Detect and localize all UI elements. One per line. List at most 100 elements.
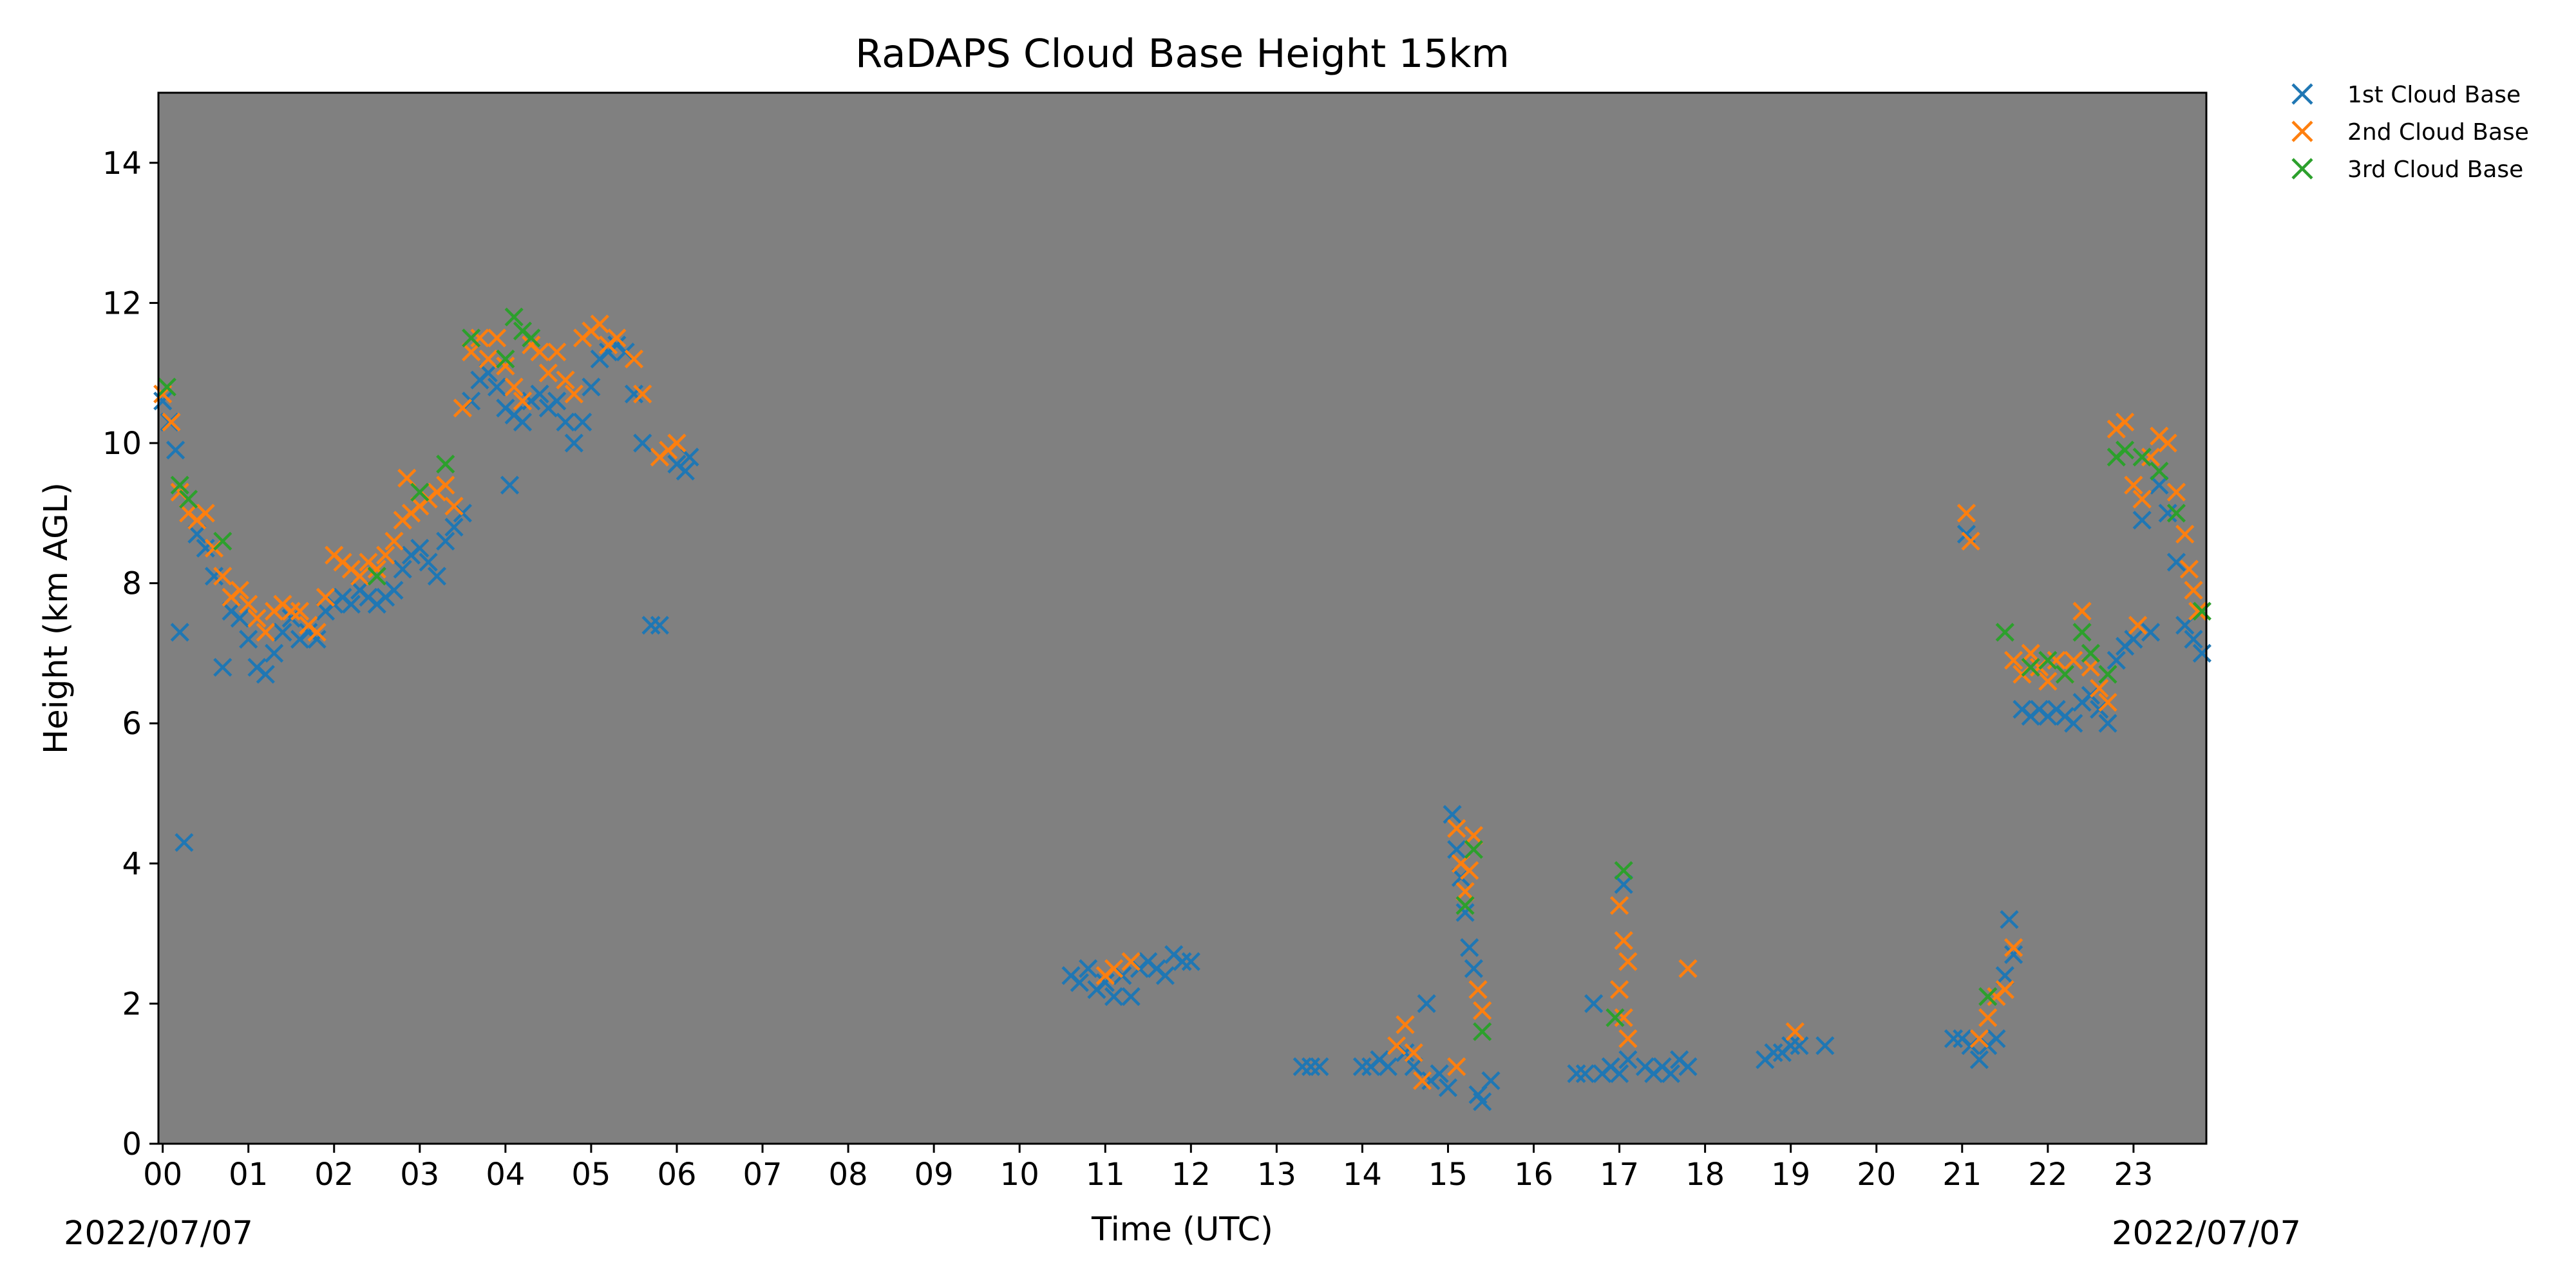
- x-tick-label: 02: [314, 1157, 354, 1193]
- x-tick-label: 06: [657, 1157, 696, 1193]
- data-point: [1678, 959, 1698, 978]
- data-point: [1438, 1078, 1458, 1097]
- data-point: [1155, 966, 1175, 985]
- data-point: [487, 377, 507, 397]
- data-point: [170, 475, 189, 495]
- y-axis-label: Height (km AGL): [37, 482, 75, 754]
- data-point: [2004, 650, 2023, 670]
- data-point: [1473, 1022, 1492, 1041]
- data-point: [1584, 994, 1604, 1013]
- data-point: [239, 630, 258, 649]
- data-point: [556, 370, 575, 390]
- data-point: [2192, 601, 2211, 621]
- data-point: [462, 328, 481, 348]
- data-point: [1387, 1036, 1406, 1056]
- data-point: [1790, 1036, 1809, 1056]
- legend-label: 3rd Cloud Base: [2347, 156, 2523, 183]
- data-points: [153, 307, 2211, 1112]
- data-point: [1301, 1057, 1321, 1076]
- data-point: [1412, 1071, 1432, 1090]
- data-point: [2166, 553, 2186, 572]
- data-point: [2192, 643, 2211, 663]
- x-tick-label: 14: [1343, 1157, 1382, 1193]
- data-point: [230, 580, 249, 600]
- date-start-label: 2022/07/07: [64, 1215, 253, 1253]
- data-point: [1310, 1057, 1329, 1076]
- data-point: [1481, 1071, 1501, 1090]
- data-point: [478, 349, 498, 369]
- data-point: [470, 328, 489, 348]
- y-tick-label: 2: [122, 986, 142, 1022]
- data-point: [1104, 959, 1124, 978]
- data-point: [1455, 882, 1475, 901]
- data-point: [1447, 1057, 1466, 1076]
- data-point: [2128, 616, 2148, 635]
- data-point: [1404, 1043, 1423, 1063]
- legend: 1st Cloud Base 2nd Cloud Base 3rd Cloud Ba…: [2291, 82, 2529, 183]
- data-point: [2072, 601, 2092, 621]
- data-point: [1614, 931, 1633, 951]
- data-point: [1464, 959, 1483, 978]
- data-point: [650, 616, 669, 635]
- data-point: [1443, 805, 1462, 824]
- data-point: [1095, 973, 1115, 992]
- data-point: [1396, 1015, 1415, 1034]
- data-point: [453, 399, 472, 418]
- data-point: [1661, 1064, 1681, 1083]
- data-point: [2055, 665, 2075, 684]
- data-point: [2150, 461, 2169, 481]
- data-point: [436, 455, 455, 474]
- data-point: [1079, 959, 1098, 978]
- data-point: [307, 623, 327, 642]
- data-point: [384, 580, 404, 600]
- x-tick-label: 13: [1257, 1157, 1296, 1193]
- x-tick-label: 00: [143, 1157, 182, 1193]
- data-point: [1567, 1064, 1586, 1083]
- legend-marker: [2291, 158, 2313, 180]
- data-point: [2184, 630, 2203, 649]
- data-point: [1678, 1057, 1698, 1076]
- data-point: [2004, 938, 2023, 957]
- data-point: [522, 328, 541, 348]
- data-point: [547, 342, 567, 362]
- data-point: [1417, 994, 1436, 1013]
- x-tick-label: 12: [1171, 1157, 1211, 1193]
- legend-item: 3rd Cloud Base: [2291, 156, 2523, 183]
- data-point: [547, 392, 567, 411]
- data-point: [667, 433, 687, 453]
- data-point: [1293, 1057, 1312, 1076]
- data-point: [2132, 489, 2152, 509]
- data-point: [1455, 903, 1475, 922]
- data-point: [1464, 840, 1483, 859]
- data-point: [187, 524, 207, 544]
- data-point: [2132, 448, 2152, 467]
- data-point: [367, 560, 386, 579]
- x-tick-label: 16: [1514, 1157, 1553, 1193]
- data-point: [153, 392, 173, 411]
- data-point: [427, 567, 447, 586]
- data-point: [641, 616, 661, 635]
- data-point: [2175, 524, 2195, 544]
- data-point: [624, 384, 644, 404]
- date-end-label: 2022/07/07: [2112, 1215, 2301, 1253]
- y-tick-label: 14: [102, 146, 142, 182]
- data-point: [1956, 504, 1976, 523]
- x-tick-label: 05: [571, 1157, 611, 1193]
- data-point: [564, 384, 583, 404]
- data-point: [204, 567, 224, 586]
- data-point: [1173, 952, 1192, 971]
- data-point: [1430, 1064, 1449, 1083]
- data-point: [1785, 1022, 1804, 1041]
- data-point: [2038, 672, 2058, 691]
- x-tick-label: 03: [400, 1157, 439, 1193]
- data-point: [556, 412, 575, 431]
- data-point: [196, 504, 215, 523]
- data-point: [281, 601, 301, 621]
- data-point: [2107, 650, 2126, 670]
- data-point: [2098, 692, 2117, 712]
- data-point: [290, 601, 310, 621]
- data-point: [350, 567, 370, 586]
- data-point: [436, 531, 455, 551]
- x-tick-label: 01: [229, 1157, 268, 1193]
- plot-area: [158, 93, 2206, 1144]
